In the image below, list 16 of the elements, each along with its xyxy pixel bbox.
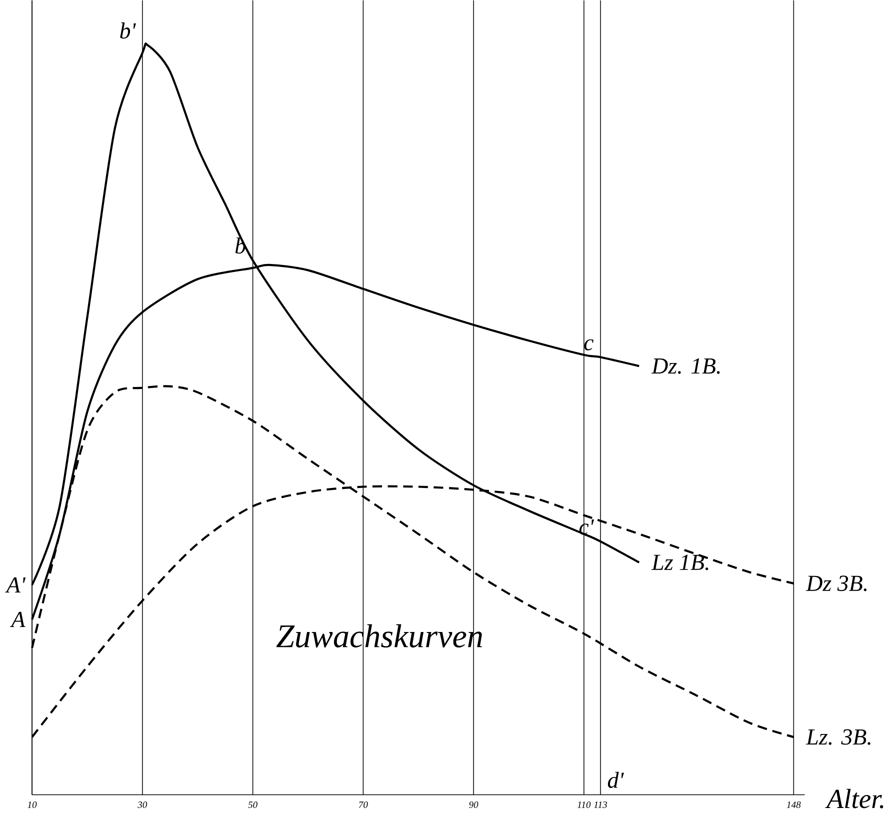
annotation: A'	[5, 578, 26, 593]
x-tick-label: 90	[469, 802, 478, 808]
x-tick-label: 70	[358, 802, 368, 808]
annotation: d'	[608, 772, 624, 788]
x-tick-label: 10	[28, 802, 37, 808]
x-tick-label: 113	[594, 802, 607, 808]
x-tick-label: 50	[248, 802, 258, 808]
x-tick-label: 110	[577, 802, 591, 808]
x-tick-label: 148	[786, 802, 801, 808]
annotation: b'	[120, 22, 136, 39]
series-label: Dz. 1B.	[651, 358, 720, 374]
x-axis-title: Alter.	[825, 788, 884, 808]
series-label: Lz. 3B.	[806, 729, 870, 745]
annotation: A	[10, 612, 26, 628]
x-tick-label: 30	[138, 802, 148, 808]
series-label: Dz 3B.	[806, 576, 867, 592]
